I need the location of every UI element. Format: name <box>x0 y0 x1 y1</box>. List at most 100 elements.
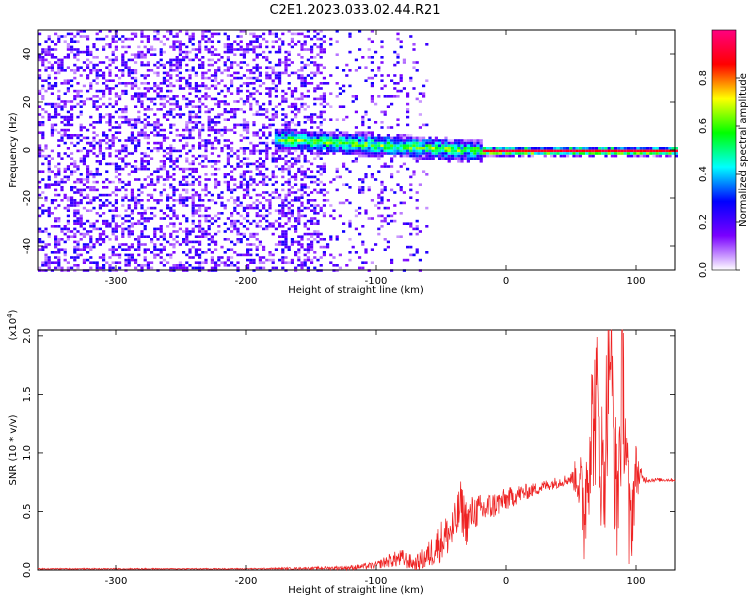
heatmap-cell <box>329 141 333 145</box>
heatmap-cell <box>326 191 330 194</box>
heatmap-cell <box>201 154 205 158</box>
heatmap-cell <box>319 136 323 140</box>
heatmap-cell <box>265 76 269 80</box>
heatmap-cell <box>220 149 224 153</box>
heatmap-cell <box>290 71 294 75</box>
heatmap-cell <box>230 79 234 82</box>
heatmap-cell <box>201 102 205 106</box>
heatmap-cell <box>386 144 390 147</box>
heatmap-cell <box>313 102 317 106</box>
heatmap-cell <box>130 217 134 220</box>
heatmap-cell <box>169 89 173 93</box>
heatmap-cell <box>175 160 179 163</box>
heatmap-cell <box>374 178 378 181</box>
heatmap-cell <box>121 248 125 251</box>
heatmap-cell <box>332 178 336 181</box>
heatmap-cell <box>124 89 128 93</box>
heatmap-cell <box>418 230 422 233</box>
heatmap-cell <box>306 199 310 202</box>
heatmap-cell <box>262 134 266 137</box>
heatmap-cell <box>287 217 291 220</box>
heatmap-cell <box>134 261 138 264</box>
heatmap-cell <box>655 149 659 153</box>
heatmap-cell <box>454 141 458 145</box>
heatmap-cell <box>44 243 48 246</box>
heatmap-cell <box>278 63 282 67</box>
heatmap-cell <box>354 147 358 150</box>
heatmap-cell <box>242 56 246 59</box>
heatmap-cell <box>217 225 221 228</box>
heatmap-cell <box>169 232 173 236</box>
heatmap-cell <box>521 154 525 158</box>
heatmap-cell <box>284 56 288 59</box>
heatmap-cell <box>175 214 179 218</box>
heatmap-cell <box>242 162 246 166</box>
heatmap-cell <box>38 206 42 210</box>
heatmap-cell <box>233 188 237 192</box>
heatmap-cell <box>153 123 157 127</box>
heatmap-cell <box>207 110 211 114</box>
heatmap-cell <box>274 160 278 163</box>
heatmap-cell <box>271 69 275 72</box>
heatmap-cell <box>492 149 496 153</box>
heatmap-cell <box>169 183 173 186</box>
heatmap-cell <box>326 243 330 246</box>
heatmap-cell <box>201 204 205 207</box>
heatmap-cell <box>169 160 173 163</box>
heatmap-cell <box>217 141 221 145</box>
heatmap-cell <box>313 238 317 241</box>
heatmap-cell <box>393 152 397 155</box>
heatmap-cell <box>63 128 67 132</box>
heatmap-cell <box>604 149 608 153</box>
heatmap-cell <box>348 134 352 137</box>
heatmap-cell <box>150 206 154 210</box>
heatmap-cell <box>124 258 128 262</box>
heatmap-cell <box>396 147 400 150</box>
heatmap-cell <box>226 45 230 49</box>
heatmap-cell <box>393 136 397 140</box>
heatmap-cell <box>153 89 157 93</box>
heatmap-cell <box>342 105 346 108</box>
heatmap-cell <box>265 108 269 111</box>
heatmap-cell <box>89 149 93 153</box>
heatmap-cell <box>118 253 122 257</box>
heatmap-cell <box>236 162 240 166</box>
heatmap-cell <box>649 152 653 155</box>
heatmap-cell <box>284 123 288 127</box>
heatmap-cell <box>220 71 224 75</box>
heatmap-cell <box>447 154 451 158</box>
heatmap-cell <box>278 258 282 262</box>
heatmap-cell <box>194 193 198 197</box>
heatmap-cell <box>162 165 166 168</box>
heatmap-cell <box>188 84 192 88</box>
heatmap-cell <box>300 245 304 249</box>
heatmap-cell <box>201 214 205 218</box>
heatmap-cell <box>54 32 58 36</box>
heatmap-cell <box>207 40 211 43</box>
heatmap-cell <box>198 136 202 140</box>
heatmap-cell <box>287 30 291 33</box>
heatmap-cell <box>156 253 160 257</box>
heatmap-cell <box>335 118 339 121</box>
heatmap-cell <box>287 87 291 90</box>
heatmap-cell <box>185 204 189 207</box>
heatmap-cell <box>306 238 310 241</box>
heatmap-cell <box>73 105 77 108</box>
heatmap-cell <box>377 144 381 147</box>
heatmap-cell <box>322 131 326 134</box>
heatmap-cell <box>178 58 182 62</box>
heatmap-cell <box>194 123 198 127</box>
heatmap-cell <box>297 97 301 101</box>
heatmap-cell <box>108 266 112 270</box>
heatmap-cell <box>188 136 192 140</box>
heatmap-cell <box>162 95 166 98</box>
heatmap-cell <box>262 149 266 153</box>
heatmap-cell <box>95 212 99 215</box>
heatmap-cell <box>82 178 86 181</box>
heatmap-cell <box>258 193 262 197</box>
heatmap-cell <box>386 165 390 168</box>
heatmap-cell <box>345 134 349 137</box>
heatmap-cell <box>271 118 275 121</box>
heatmap-cell <box>223 206 227 210</box>
heatmap-cell <box>271 183 275 186</box>
